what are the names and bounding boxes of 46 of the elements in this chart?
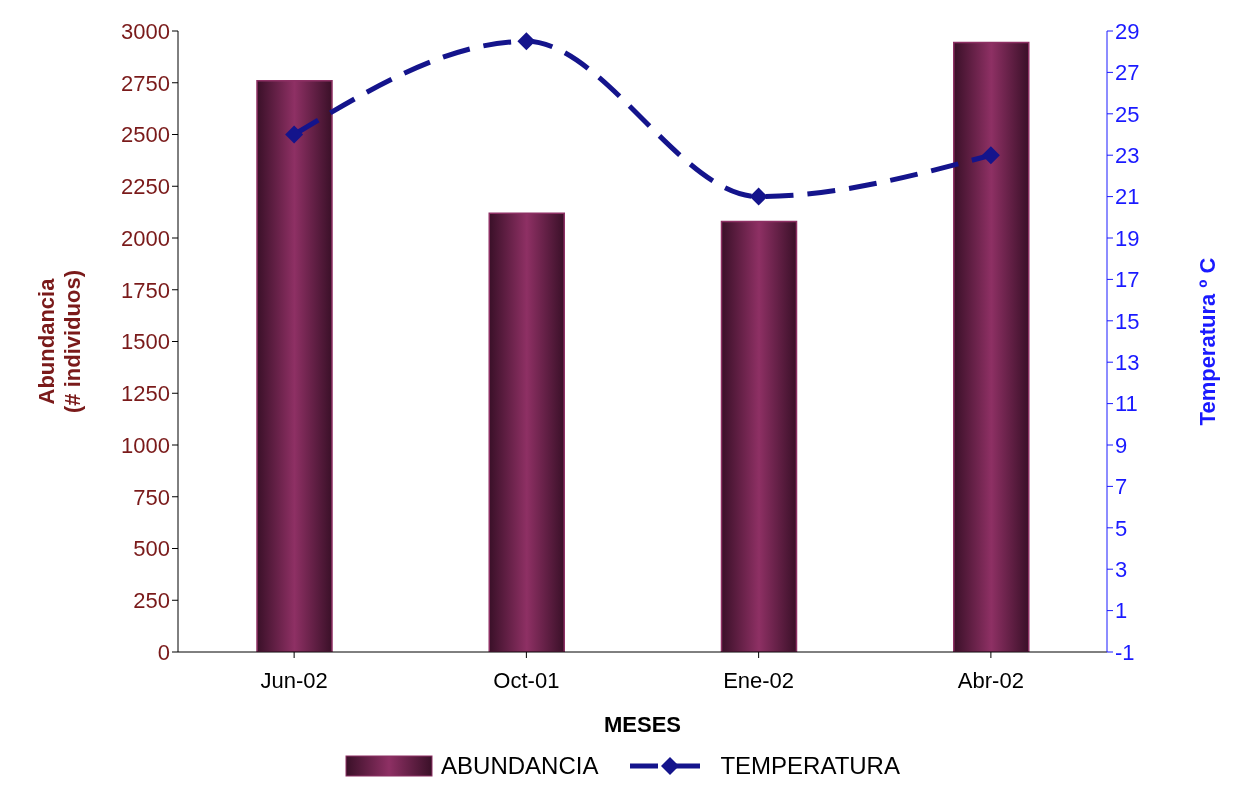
x-tick-label: Ene-02 xyxy=(723,667,795,693)
y-axis-title: Abundancia (# individuos) xyxy=(34,270,85,413)
x-tick-label: Oct-01 xyxy=(493,667,560,693)
y-tick-label: 1750 xyxy=(121,277,170,303)
y-tick-label: 500 xyxy=(133,536,170,562)
y2-tick-label: 15 xyxy=(1115,308,1140,334)
y-tick-label: 1250 xyxy=(121,381,170,407)
y2-tick-label: -1 xyxy=(1115,639,1135,665)
bar xyxy=(720,220,798,652)
bar xyxy=(953,41,1030,652)
y2-tick-label: 13 xyxy=(1115,350,1140,376)
point xyxy=(285,125,304,144)
y2-tick-label: 23 xyxy=(1115,143,1140,169)
y2-tick-label: 7 xyxy=(1115,474,1128,500)
legend-label: ABUNDANCIA xyxy=(441,752,599,780)
y2-tick-label: 3 xyxy=(1115,557,1128,583)
point xyxy=(981,146,1000,165)
y-tick-label: 2000 xyxy=(121,225,170,251)
y2-tick-label: 9 xyxy=(1115,432,1128,458)
y-tick-label: 2750 xyxy=(121,70,170,96)
x-tick-label: Abr-02 xyxy=(957,667,1024,693)
bar xyxy=(256,79,333,652)
y2-tick-label: 11 xyxy=(1115,391,1138,417)
y-tick-label: 250 xyxy=(133,588,170,614)
y2-tick-label: 1 xyxy=(1115,598,1128,624)
x-axis-title: MESES xyxy=(603,712,682,737)
legend-label: TEMPERATURA xyxy=(720,752,900,780)
y-tick-label: 0 xyxy=(157,639,170,665)
y2-tick-label: 27 xyxy=(1115,60,1140,86)
y2-tick-label: 17 xyxy=(1115,267,1140,293)
y2-tick-label: 25 xyxy=(1115,101,1140,127)
y-tick-label: 1500 xyxy=(121,329,170,355)
y2-axis-title: Temperatura º C xyxy=(1194,257,1220,426)
y2-tick-label: 5 xyxy=(1115,515,1128,541)
y-tick-label: 3000 xyxy=(121,18,170,44)
y-tick-label: 2500 xyxy=(121,122,170,148)
y-tick-label: 1000 xyxy=(121,432,170,458)
bar xyxy=(488,212,565,652)
y2-tick-label: 19 xyxy=(1115,225,1140,251)
point xyxy=(517,32,536,51)
y-tick-label: 2250 xyxy=(121,174,170,200)
y-tick-label: 750 xyxy=(133,484,170,510)
y2-tick-label: 29 xyxy=(1115,18,1140,44)
x-tick-label: Jun-02 xyxy=(260,667,328,693)
y2-tick-label: 21 xyxy=(1115,184,1140,210)
point xyxy=(749,187,768,206)
